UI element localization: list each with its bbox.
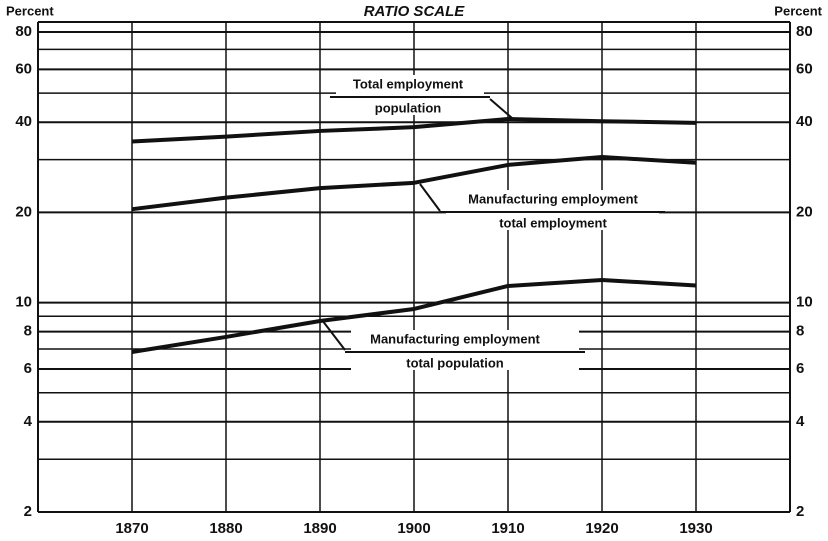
leader-line: [321, 319, 346, 351]
series-label-numerator: Manufacturing employment: [468, 191, 638, 206]
x-tick-label: 1880: [209, 520, 242, 537]
y-tick-label: 8: [24, 323, 32, 340]
label-background: [446, 190, 659, 230]
y-tick-label-right: 6: [796, 360, 804, 377]
series-label-denominator: total employment: [499, 215, 607, 230]
y-tick-label-right: 4: [796, 413, 805, 430]
leader-line: [489, 98, 513, 119]
y-tick-label-right: 60: [796, 60, 813, 77]
y-tick-label: 60: [15, 60, 32, 77]
y-tick-label: 4: [24, 413, 33, 430]
y-tick-label-right: 8: [796, 323, 804, 340]
x-tick-label: 1870: [115, 520, 148, 537]
series-label-numerator: Manufacturing employment: [370, 331, 540, 346]
y-tick-label-right: 20: [796, 203, 813, 220]
y-tick-label: 20: [15, 203, 32, 220]
y-tick-label-right: 80: [796, 23, 813, 40]
x-tick-label: 1910: [491, 520, 524, 537]
leader-line: [419, 183, 441, 212]
y-tick-label-right: 2: [796, 503, 804, 520]
x-tick-label: 1920: [585, 520, 618, 537]
y-tick-label: 2: [24, 503, 32, 520]
series-line: [131, 116, 697, 144]
y-tick-label: 10: [15, 294, 32, 311]
x-tick-label: 1900: [397, 520, 430, 537]
label-background: [336, 75, 484, 115]
series-label-denominator: total population: [406, 355, 504, 370]
series-line: [131, 155, 697, 212]
y-axis-label-right: Percent: [774, 3, 822, 18]
y-axis-label-left: Percent: [6, 3, 54, 18]
series-label-denominator: population: [375, 100, 441, 115]
chart-title: RATIO SCALE: [364, 3, 466, 20]
y-tick-label: 40: [15, 113, 32, 130]
x-tick-label: 1930: [679, 520, 712, 537]
y-tick-label: 6: [24, 360, 32, 377]
series-line: [131, 277, 697, 354]
series-label-numerator: Total employment: [353, 76, 464, 91]
label-background: [351, 330, 579, 370]
y-tick-label: 80: [15, 23, 32, 40]
y-tick-label-right: 40: [796, 113, 813, 130]
x-tick-label: 1890: [303, 520, 336, 537]
y-tick-label-right: 10: [796, 294, 813, 311]
